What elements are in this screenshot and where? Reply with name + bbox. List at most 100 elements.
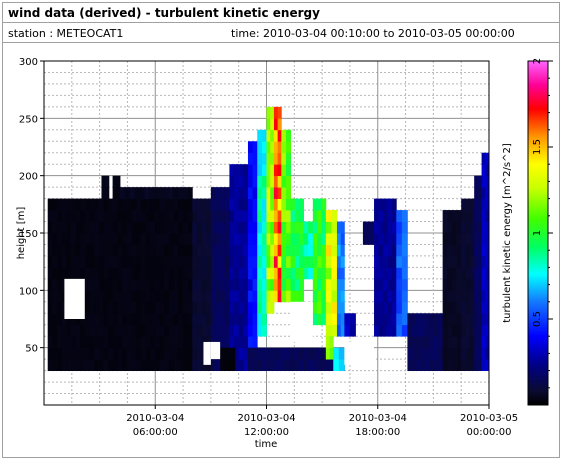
heatmap-cell: [183, 313, 189, 326]
heatmap-cell: [127, 198, 133, 211]
heatmap-cell: [178, 221, 184, 234]
heatmap-cell: [105, 175, 110, 188]
heatmap-cell: [325, 221, 332, 234]
colorbar-tick-label: 2: [532, 58, 543, 64]
heatmap-cell: [340, 313, 345, 326]
missing-data-gap: [64, 278, 85, 319]
heatmap-cell: [117, 267, 123, 280]
heatmap-cell: [277, 175, 282, 188]
heatmap-cell: [285, 255, 292, 268]
heatmap-cell: [411, 324, 417, 337]
heatmap-cell: [477, 233, 482, 245]
heatmap-cell: [284, 347, 290, 360]
heatmap-cell: [326, 359, 332, 371]
heatmap-cell: [75, 336, 81, 349]
heatmap-cell: [94, 278, 100, 291]
heatmap-cell: [99, 244, 105, 257]
heatmap-cell: [75, 221, 81, 234]
heatmap-cell: [173, 221, 179, 234]
heatmap-cell: [257, 290, 263, 303]
heatmap-cell: [257, 152, 263, 165]
heatmap-cell: [89, 198, 95, 211]
heatmap-cell: [273, 290, 279, 303]
heatmap-cell: [252, 198, 258, 211]
heatmap-cell: [456, 267, 462, 280]
heatmap-cell: [340, 290, 345, 303]
heatmap-cell: [66, 347, 72, 360]
heatmap-cell: [456, 255, 462, 268]
heatmap-cell: [192, 244, 198, 257]
heatmap-cell: [57, 347, 63, 360]
heatmap-cell: [229, 187, 235, 199]
heatmap-cell: [159, 267, 165, 280]
heatmap-cell: [238, 244, 244, 257]
heatmap-cell: [374, 244, 379, 257]
heatmap-cell: [247, 255, 253, 268]
heatmap-cell: [75, 198, 81, 211]
heatmap-cell: [155, 267, 161, 280]
heatmap-cell: [47, 324, 53, 337]
heatmap-cell: [238, 301, 244, 314]
heatmap-cell: [187, 221, 193, 234]
y-axis: 50 100 150 200 250 300: [19, 57, 44, 355]
heatmap-cell: [47, 210, 53, 222]
heatmap-cell: [266, 198, 271, 211]
heatmap-cell: [103, 301, 109, 314]
heatmap-cell: [141, 244, 147, 257]
heatmap-cell: [71, 347, 77, 360]
heatmap-cell: [61, 347, 67, 360]
heatmap-cell: [206, 210, 212, 222]
heatmap-cell: [465, 313, 471, 326]
heatmap-cell: [469, 267, 475, 280]
heatmap-cell: [154, 187, 160, 199]
heatmap-cell: [469, 278, 475, 291]
heatmap-cell: [396, 290, 403, 303]
heatmap-cell: [192, 255, 198, 268]
heatmap-cell: [141, 336, 147, 349]
heatmap-cell: [243, 313, 249, 326]
heatmap-cell: [285, 152, 292, 165]
heatmap-cell: [481, 175, 486, 188]
heatmap-cell: [136, 359, 142, 371]
heatmap-cell: [247, 164, 253, 177]
heatmap-cell: [461, 267, 466, 280]
heatmap-cell: [299, 221, 304, 234]
heatmap-cell: [321, 267, 327, 280]
heatmap-cell: [469, 324, 475, 337]
heatmap-cell: [238, 359, 244, 371]
heatmap-cell: [465, 244, 471, 257]
heatmap-cell: [230, 347, 236, 360]
heatmap-cell: [266, 141, 271, 154]
heatmap-cell: [136, 198, 142, 211]
heatmap-cell: [192, 324, 198, 337]
heatmap-cell: [266, 129, 271, 142]
heatmap-cell: [336, 255, 342, 268]
heatmap-cell: [474, 313, 479, 326]
heatmap-cell: [474, 267, 479, 280]
heatmap-cell: [338, 347, 345, 360]
heatmap-cell: [103, 221, 109, 234]
heatmap-cell: [57, 255, 63, 268]
heatmap-cell: [89, 233, 95, 245]
heatmap-cell: [312, 301, 318, 314]
heatmap-cell: [303, 244, 309, 257]
heatmap-cell: [131, 301, 137, 314]
heatmap-cell: [164, 290, 170, 303]
heatmap-cell: [192, 278, 198, 291]
heatmap-cell: [247, 210, 253, 222]
heatmap-cell: [61, 278, 67, 291]
heatmap-cell: [52, 267, 58, 280]
heatmap-cell: [103, 347, 109, 360]
heatmap-cell: [101, 175, 106, 188]
heatmap-cell: [238, 313, 244, 326]
heatmap-cell: [145, 198, 151, 211]
heatmap-cell: [257, 175, 263, 188]
heatmap-cell: [277, 141, 282, 154]
heatmap-cell: [47, 313, 53, 326]
heatmap-cell: [75, 233, 81, 245]
heatmap-cell: [66, 233, 72, 245]
heatmap-cell: [169, 324, 175, 337]
heatmap-cell: [192, 336, 198, 349]
heatmap-cell: [312, 313, 318, 326]
heatmap-cell: [485, 198, 490, 211]
